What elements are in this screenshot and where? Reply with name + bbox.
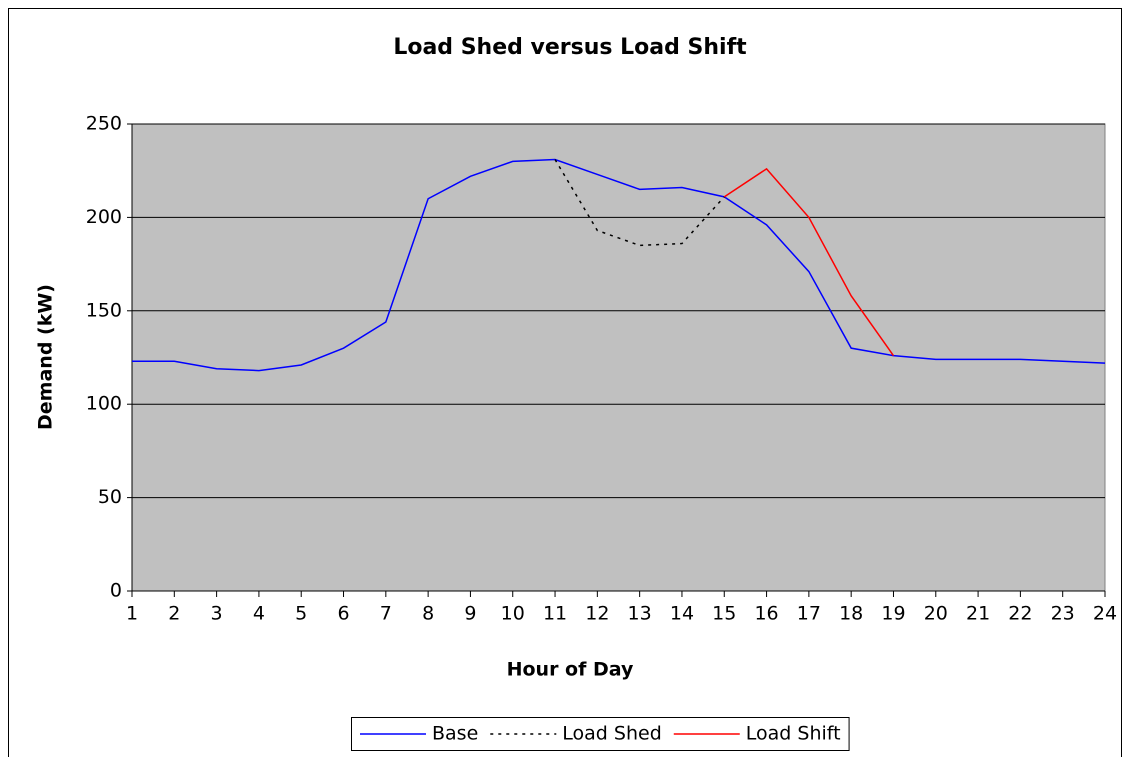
x-tick-label: 3 [211, 603, 223, 625]
x-axis-label: Hour of Day [507, 659, 634, 681]
x-tick-label: 4 [253, 603, 265, 625]
x-tick-label: 23 [1051, 603, 1075, 625]
y-tick-label: 100 [86, 393, 122, 415]
x-tick-label: 2 [168, 603, 180, 625]
y-tick-label: 150 [86, 299, 122, 321]
x-tick-label: 11 [543, 603, 567, 625]
y-axis-label: Demand (kW) [35, 284, 57, 430]
plot-area [131, 123, 1106, 592]
legend-label: Load Shift [746, 723, 841, 745]
series-line [132, 158, 1106, 372]
x-tick-label: 16 [754, 603, 778, 625]
legend-label: Base [432, 723, 478, 745]
x-tick-label: 7 [380, 603, 392, 625]
x-tick-label: 9 [464, 603, 476, 625]
x-tick-label: 6 [337, 603, 349, 625]
x-tick-label: 21 [966, 603, 990, 625]
x-tick-label: 12 [585, 603, 609, 625]
x-tick-label: 5 [295, 603, 307, 625]
x-tick-label: 22 [1008, 603, 1032, 625]
chart-title: Load Shed versus Load Shift [393, 35, 747, 60]
x-tick-label: 19 [881, 603, 905, 625]
legend-label: Load Shed [562, 723, 661, 745]
x-tick-label: 20 [924, 603, 948, 625]
x-tick-label: 13 [628, 603, 652, 625]
x-tick-label: 14 [670, 603, 694, 625]
x-tick-label: 17 [797, 603, 821, 625]
y-tick-label: 0 [110, 580, 122, 602]
x-tick-label: 10 [501, 603, 525, 625]
x-tick-label: 18 [839, 603, 863, 625]
x-tick-label: 15 [712, 603, 736, 625]
x-tick-label: 1 [126, 603, 138, 625]
legend-box [351, 717, 850, 751]
y-tick-label: 200 [86, 206, 122, 228]
series-line [723, 167, 895, 357]
x-tick-label: 8 [422, 603, 434, 625]
y-tick-label: 50 [98, 486, 122, 508]
x-tick-label: 24 [1093, 603, 1117, 625]
y-tick-label: 250 [86, 113, 122, 135]
